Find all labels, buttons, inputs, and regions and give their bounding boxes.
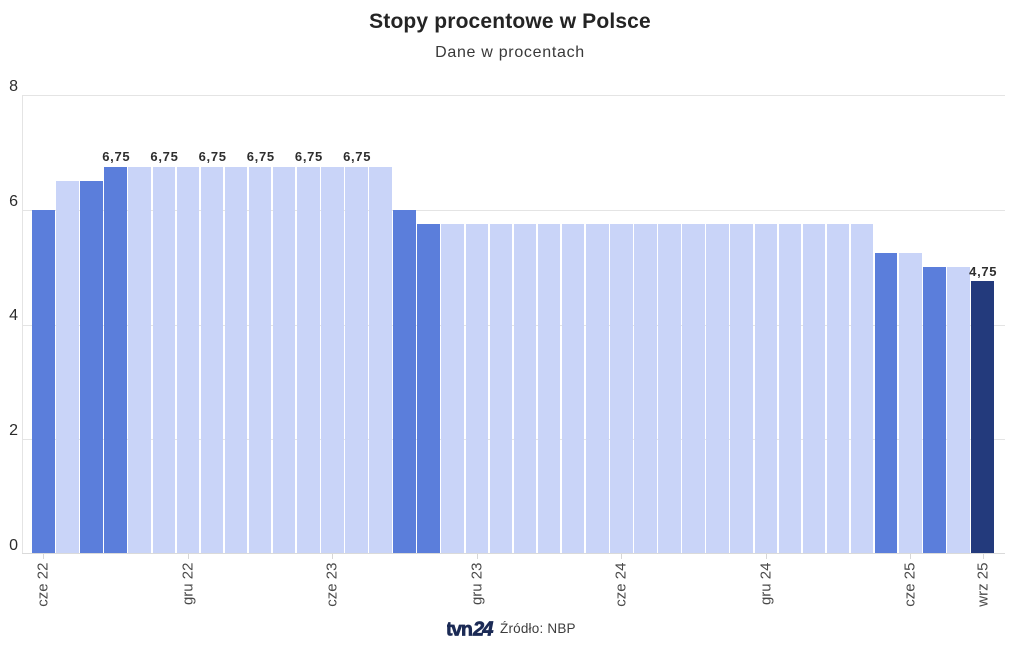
svg-text:24: 24 (472, 621, 493, 638)
svg-text:tvn: tvn (447, 621, 472, 638)
